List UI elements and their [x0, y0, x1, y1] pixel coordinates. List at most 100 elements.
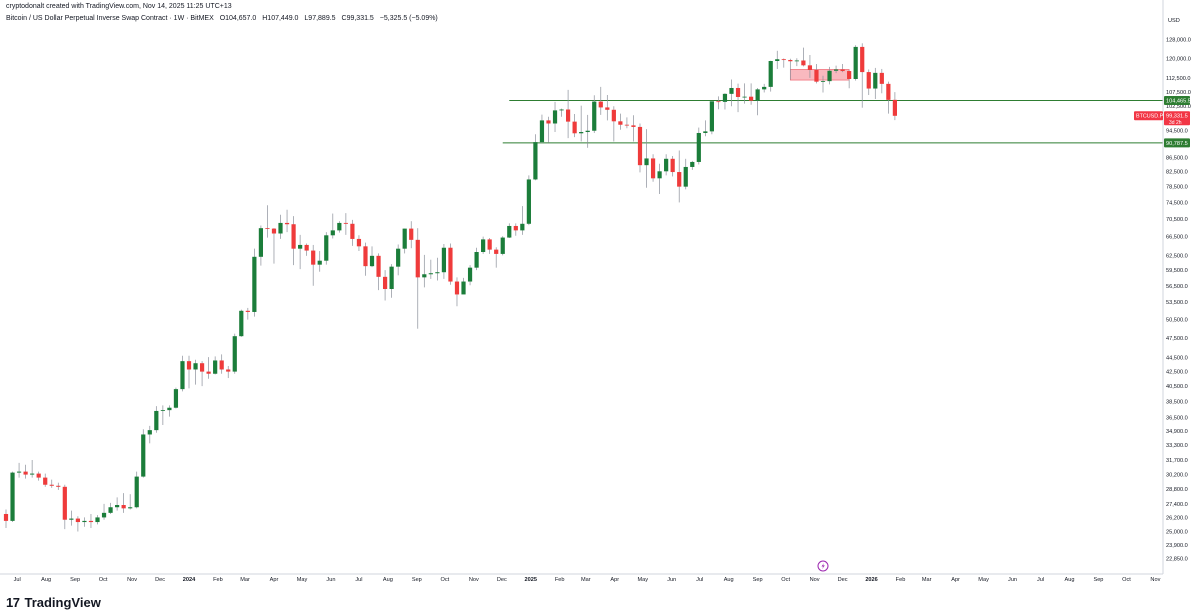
time-tick-label: Apr: [951, 577, 960, 583]
candle: [664, 154, 669, 176]
price-axis[interactable]: 128,000.0 120,000.0 112,500.0 107,500.0 102,…: [1166, 37, 1191, 562]
candle: [637, 123, 643, 173]
candle-body-up: [827, 70, 832, 82]
time-tick-label: Dec: [497, 577, 507, 583]
candle: [866, 69, 871, 95]
candle: [494, 247, 499, 268]
lightning-event-icon[interactable]: [817, 560, 829, 572]
candle: [82, 517, 87, 527]
candle-body-up: [428, 273, 433, 275]
candle: [892, 92, 897, 121]
time-tick-label: Oct: [99, 577, 108, 583]
candle: [356, 235, 362, 252]
candle-body-up: [422, 274, 427, 278]
candle-body-down: [343, 222, 348, 224]
candle-body-up: [134, 476, 139, 508]
candle-body-up: [101, 512, 107, 518]
candle: [173, 387, 179, 409]
tradingview-branding[interactable]: 17 TradingView: [6, 594, 101, 610]
candle-body-down: [199, 363, 205, 372]
candle: [454, 277, 460, 307]
candle: [709, 101, 714, 135]
time-axis[interactable]: Jul Aug Sep Oct Nov Dec 2024 Feb Mar Apr May Jun Jul…: [14, 577, 1161, 583]
candle-body-down: [75, 518, 80, 523]
candle-body-down: [56, 485, 61, 487]
time-tick-label: Sep: [412, 577, 422, 583]
candle: [794, 58, 799, 67]
candle: [762, 83, 767, 93]
candle-body-down: [311, 250, 316, 265]
candle-body-down: [382, 276, 388, 289]
price-tick-label: 26,200.0: [1166, 515, 1188, 521]
time-tick-label: Sep: [70, 577, 80, 583]
candle-body-down: [219, 360, 224, 370]
time-tick-label: 2025: [525, 577, 537, 583]
candle-body-up: [644, 158, 649, 166]
candle: [69, 510, 74, 526]
candle: [474, 247, 479, 271]
candle: [213, 356, 218, 375]
candle: [833, 65, 839, 74]
candle: [284, 209, 290, 233]
candle: [415, 228, 420, 329]
candle: [624, 117, 630, 129]
candle: [121, 493, 126, 513]
candle: [278, 214, 283, 239]
candle-body-down: [611, 109, 616, 122]
price-tick-label: 82,500.0: [1166, 170, 1188, 176]
candle-body-up: [579, 132, 584, 134]
symbol-title: Bitcoin / US Dollar Perpetual Inverse Sw…: [6, 15, 214, 22]
candle: [853, 45, 858, 81]
candle-body-up: [239, 310, 244, 337]
candle-body-down: [356, 238, 362, 247]
candle-body-up: [762, 86, 767, 90]
candle: [722, 93, 728, 110]
time-tick-label: Mar: [240, 577, 250, 583]
candle-body-down: [291, 224, 296, 249]
candle: [232, 333, 237, 374]
price-tick-label: 53,500.0: [1166, 300, 1188, 306]
candle: [618, 113, 623, 130]
price-tick-label: 23,900.0: [1166, 543, 1188, 549]
candle: [814, 64, 819, 84]
candle-body-up: [95, 517, 100, 523]
price-labels-layer: 104,465.5 90,787.5 BTCUSD.P 99,331.53d 2h: [1134, 96, 1191, 148]
price-tick-label: 47,500.0: [1166, 336, 1188, 342]
time-tick-label: Oct: [781, 577, 790, 583]
candle: [585, 114, 590, 148]
price-tick-label: 112,500.0: [1166, 76, 1190, 82]
candle: [703, 120, 708, 137]
candle-body-down: [121, 505, 126, 509]
created-text: created with TradingView.com, Nov 14, 20…: [46, 3, 232, 10]
candle: [716, 96, 721, 110]
price-tick-label: 31,700.0: [1166, 458, 1188, 464]
candle-body-down: [650, 158, 656, 179]
candle-body-down: [226, 369, 231, 372]
candle: [690, 160, 695, 170]
candle: [435, 257, 440, 281]
candle-body-down: [350, 223, 355, 239]
candle: [291, 216, 296, 266]
time-tick-label: Nov: [810, 577, 820, 583]
candle-body-up: [690, 161, 695, 167]
candle-body-up: [337, 222, 342, 231]
price-tick-label: 34,900.0: [1166, 429, 1188, 435]
candle: [873, 67, 878, 99]
candle-body-up: [768, 60, 773, 87]
candle-body-up: [552, 110, 558, 124]
candle-body-up: [696, 132, 701, 162]
candle: [801, 47, 806, 67]
time-tick-label: Oct: [440, 577, 449, 583]
resistance-zone[interactable]: [790, 69, 850, 81]
time-tick-label: May: [638, 577, 649, 583]
candle: [775, 50, 780, 69]
candle: [683, 158, 688, 190]
candle-body-down: [624, 124, 630, 126]
price-tick-label: 62,500.0: [1166, 253, 1188, 259]
candle-body-up: [775, 59, 780, 61]
candle: [396, 244, 401, 276]
candle-body-down: [716, 101, 721, 103]
candle-body-down: [304, 244, 309, 251]
candle: [670, 156, 675, 177]
